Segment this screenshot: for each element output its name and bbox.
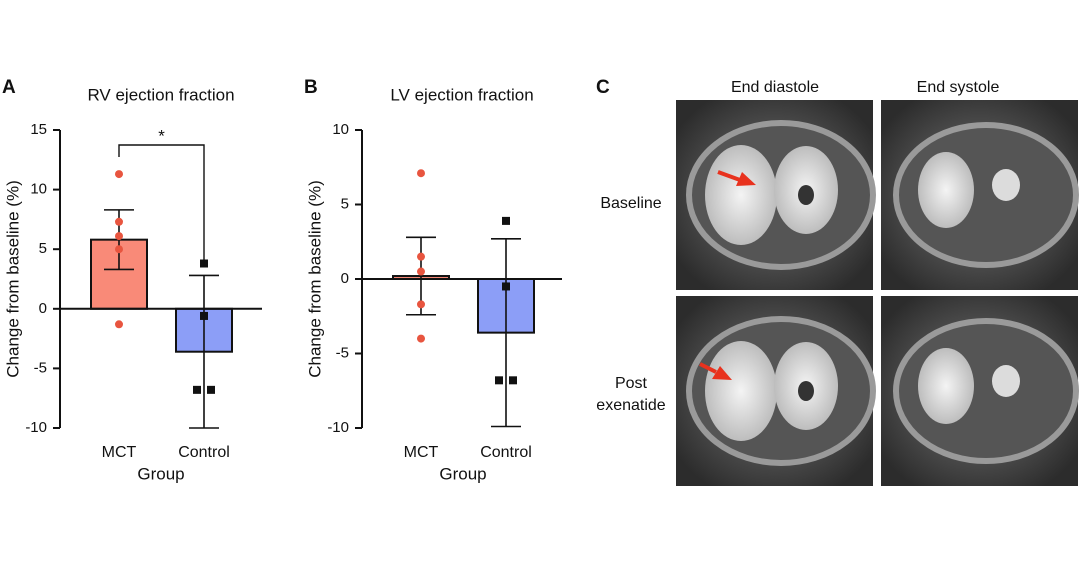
- column-header: End diastole: [731, 79, 819, 96]
- data-point: [502, 216, 510, 225]
- arrow: [699, 362, 732, 380]
- data-point: [417, 300, 425, 309]
- row-label: Post exenatide: [596, 375, 666, 414]
- data-point: [495, 376, 503, 385]
- panel-letter: B: [304, 77, 318, 98]
- data-point: [417, 267, 425, 276]
- column-header: End systole: [917, 79, 1000, 96]
- x-axis-label: Group: [137, 464, 184, 483]
- y-tick-label: -10: [25, 419, 47, 436]
- data-point: [417, 169, 425, 178]
- panel-letter: C: [596, 77, 610, 98]
- x-tick-label: MCT: [102, 444, 137, 461]
- x-tick-label: MCT: [404, 444, 439, 461]
- data-point: [115, 232, 123, 241]
- mri-image: [881, 296, 1078, 486]
- y-tick-label: 5: [341, 195, 349, 212]
- mri-image: [676, 100, 873, 290]
- data-point: [207, 385, 215, 394]
- x-tick-label: Control: [480, 444, 532, 461]
- data-point: [509, 376, 517, 385]
- panel-letter: A: [2, 77, 16, 98]
- y-tick-label: -5: [34, 359, 47, 376]
- mri-image: [881, 100, 1078, 290]
- data-point: [193, 385, 201, 394]
- y-tick-label: -10: [327, 419, 349, 436]
- y-tick-label: 5: [39, 240, 47, 257]
- data-point: [417, 334, 425, 343]
- x-axis-label: Group: [439, 464, 486, 483]
- mri-image: [676, 296, 873, 486]
- y-axis-label: Change from baseline (%): [3, 180, 22, 377]
- y-tick-label: 0: [39, 300, 47, 317]
- data-point: [115, 217, 123, 226]
- data-point: [502, 282, 510, 291]
- chart: B LV ejection fraction Change from baselin…: [304, 77, 562, 483]
- chart: A RV ejection fraction Change from baselin…: [2, 77, 262, 483]
- y-axis-label: Change from baseline (%): [305, 180, 324, 377]
- mri-panel: [676, 100, 1078, 486]
- data-point: [115, 170, 123, 179]
- row-label: Baseline: [600, 195, 661, 212]
- chart-title: LV ejection fraction: [390, 85, 533, 104]
- data-point: [115, 245, 123, 254]
- row-label-box: Post exenatide: [596, 375, 666, 414]
- data-point: [417, 252, 425, 261]
- y-tick-label: 10: [332, 121, 349, 138]
- data-point: [115, 320, 123, 329]
- chart-title: RV ejection fraction: [87, 85, 234, 104]
- arrow: [717, 170, 756, 186]
- significance-bracket: [118, 144, 205, 266]
- y-tick-label: 10: [30, 181, 47, 198]
- y-tick-label: 0: [341, 270, 349, 287]
- error-bar: [491, 237, 521, 428]
- error-bar: [189, 274, 219, 429]
- significance-label: *: [158, 126, 165, 145]
- y-tick-label: 15: [30, 121, 47, 138]
- x-tick-label: Control: [178, 444, 230, 461]
- y-tick-label: -5: [336, 344, 349, 361]
- data-point: [200, 311, 208, 320]
